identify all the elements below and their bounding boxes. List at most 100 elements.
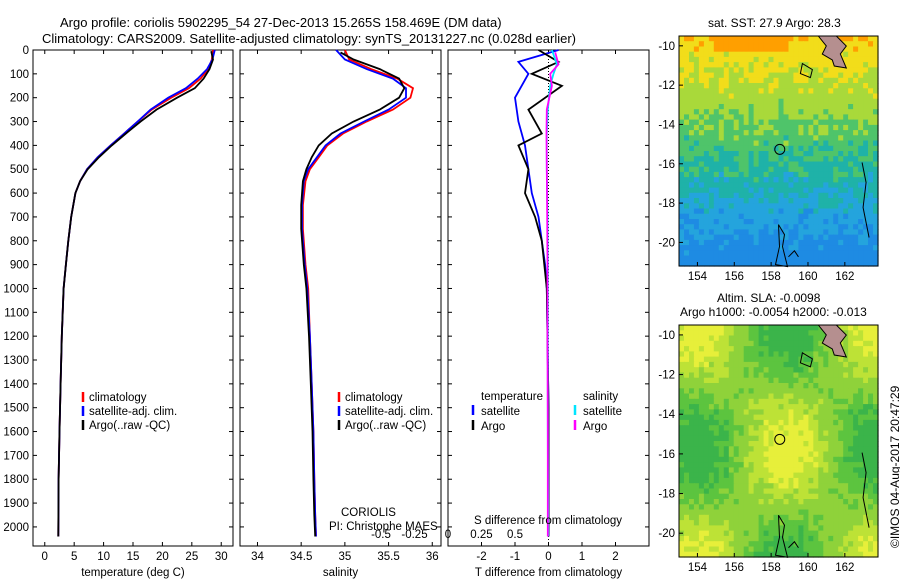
map-cell [718, 250, 725, 257]
map-cell [843, 499, 849, 505]
map-cell [758, 88, 765, 95]
map-cell [868, 36, 874, 42]
map-cell [693, 203, 700, 210]
map-cell [763, 383, 770, 389]
map-cell [723, 166, 730, 173]
map-cell [858, 192, 864, 199]
map-cell [853, 419, 859, 426]
map-cell [728, 72, 735, 79]
map-cell [823, 67, 829, 74]
map-cell [773, 493, 780, 500]
map-cell [733, 340, 740, 347]
map-cell [748, 493, 755, 500]
map-cell [763, 245, 770, 251]
map-cell [843, 435, 849, 442]
map-cell [703, 171, 710, 178]
map-cell [748, 36, 755, 42]
map-cell [689, 514, 695, 521]
map-cell [833, 234, 839, 241]
map-cell [773, 255, 780, 262]
map-cell [713, 192, 720, 199]
map-cell [768, 340, 775, 347]
map-cell [773, 192, 780, 199]
map-cell [698, 414, 705, 421]
map-cell [818, 425, 824, 432]
map-cell [868, 462, 874, 468]
map-cell [738, 441, 745, 447]
map-cell [708, 41, 715, 47]
map-cell [818, 109, 824, 115]
map-cell [833, 404, 839, 410]
map-cell [733, 335, 740, 342]
map-cell [818, 83, 824, 89]
map-cell [828, 135, 834, 142]
map-cell [693, 130, 700, 136]
map-cell [813, 493, 819, 500]
map-cell [773, 514, 780, 521]
map-cell [858, 114, 864, 121]
map-cell [838, 208, 844, 215]
map-cell [713, 177, 720, 183]
map-cell [733, 546, 740, 553]
map-cell [863, 109, 869, 115]
map-cell [833, 104, 839, 110]
map-cell [718, 330, 725, 337]
map-cell [748, 135, 755, 142]
map-cell [703, 356, 710, 363]
map-cell [723, 340, 730, 347]
map-cell [698, 198, 705, 204]
map-cell [713, 514, 720, 521]
map-cell [808, 409, 814, 416]
map-cell [748, 499, 755, 505]
map-cell [773, 151, 780, 157]
map-cell [863, 372, 869, 379]
map-cell [788, 250, 795, 257]
map-cell [753, 192, 760, 199]
map-cell [723, 192, 730, 199]
map-cell [858, 46, 864, 53]
map-cell [743, 171, 750, 178]
map-cell [689, 446, 695, 453]
map-cell [853, 192, 859, 199]
map-cell [838, 404, 844, 410]
map-cell [703, 41, 710, 47]
map-cell [778, 130, 785, 136]
map-cell [723, 530, 730, 537]
map-cell [703, 509, 710, 516]
map-cell [758, 67, 765, 74]
map-cell [778, 414, 785, 421]
map-cell [848, 535, 854, 542]
map-cell [763, 425, 770, 432]
map-cell [793, 255, 799, 262]
map-cell [853, 551, 859, 558]
map-cell [778, 182, 785, 189]
map-cell [758, 124, 765, 131]
map-cell [868, 93, 874, 100]
map-cell [783, 520, 790, 526]
map-cell [698, 88, 705, 95]
map-cell [748, 388, 755, 395]
map-cell [808, 340, 814, 347]
map-cell [833, 260, 839, 267]
map-cell [768, 135, 775, 142]
map-cell [843, 208, 849, 215]
map-cell [698, 46, 705, 53]
map-cell [679, 109, 685, 115]
map-cell [703, 377, 710, 384]
map-cell [693, 171, 700, 178]
map-cell [798, 104, 804, 110]
map-cell [733, 46, 740, 53]
map-cell [808, 488, 814, 495]
map-cell [823, 156, 829, 162]
map-cell [733, 109, 740, 115]
map-cell [823, 504, 829, 511]
map-cell [788, 104, 795, 110]
map-cell [689, 414, 695, 421]
map-cell [773, 525, 780, 532]
map-cell [728, 213, 735, 220]
map-cell [693, 509, 700, 516]
map-cell [808, 541, 814, 548]
map-cell [733, 346, 740, 352]
map-cell [733, 388, 740, 395]
map-cell [858, 98, 864, 105]
